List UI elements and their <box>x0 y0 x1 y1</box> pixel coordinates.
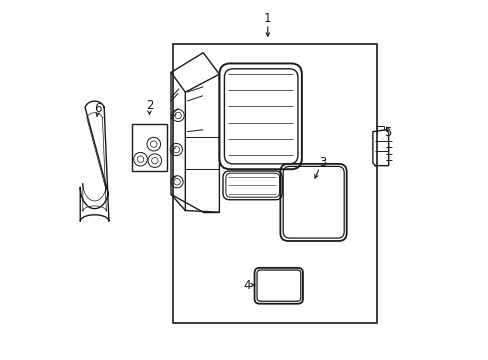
Text: 4: 4 <box>243 279 250 292</box>
Bar <box>172 44 376 323</box>
Bar <box>131 125 167 171</box>
Text: 6: 6 <box>94 103 101 116</box>
Text: 5: 5 <box>384 126 391 139</box>
Text: 3: 3 <box>318 156 325 169</box>
Text: 1: 1 <box>264 12 271 25</box>
Text: 2: 2 <box>145 99 153 112</box>
